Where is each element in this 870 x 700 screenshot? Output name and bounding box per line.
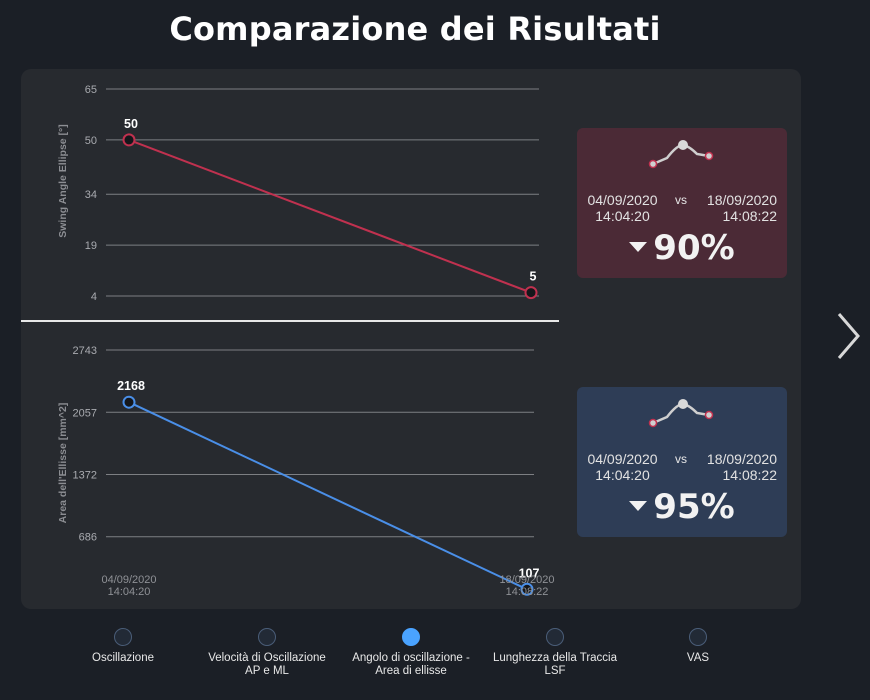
nav-item-angolo[interactable]: Angolo di oscillazione - Area di ellisse xyxy=(336,628,486,678)
x-tick-label: 14:04:20 xyxy=(108,586,151,598)
nav-dot[interactable] xyxy=(689,628,707,646)
nav-label: VAS xyxy=(686,652,710,664)
nav-item-lunghezza[interactable]: Lunghezza della Traccia LSF xyxy=(480,628,630,678)
caret-down-icon xyxy=(629,500,648,511)
data-point xyxy=(524,286,538,300)
nav-label: Oscillazione xyxy=(92,652,154,664)
card-time-start: 14:04:20 xyxy=(595,467,650,483)
comparison-card-angle: 04/09/2020 14:04:20 vs 18/09/2020 14:08:22… xyxy=(577,128,787,278)
chevron-right-icon[interactable] xyxy=(833,308,863,364)
card-percent: 90% xyxy=(577,228,787,268)
x-tick-label: 14:08:22 xyxy=(506,586,549,598)
y-tick-label: 50 xyxy=(85,135,97,147)
card-percent: 95% xyxy=(577,487,787,527)
nav-label: Velocità di Oscillazione xyxy=(208,652,326,664)
nav-label: Angolo di oscillazione - xyxy=(352,652,470,664)
trend-line-icon xyxy=(648,140,714,169)
nav-label: Lunghezza della Traccia xyxy=(492,652,618,664)
data-label: 5 xyxy=(530,270,537,284)
card-percent-value: 95% xyxy=(653,487,735,527)
y-tick-label: 65 xyxy=(85,84,97,96)
card-time-end: 14:08:22 xyxy=(722,208,778,224)
comparison-card-area: 04/09/2020 14:04:20 vs 18/09/2020 14:08:22… xyxy=(577,387,787,537)
x-tick-label: 04/09/2020 xyxy=(101,574,156,586)
y-tick-label: 686 xyxy=(79,532,97,544)
chart-ellipse-area: 2743 2057 1372 686 Area dell'Ellisse [mm^2] 2… xyxy=(57,345,555,598)
nav-item-vas[interactable]: VAS xyxy=(623,628,773,665)
series-line xyxy=(128,401,528,591)
card-vs: vs xyxy=(675,452,687,466)
nav-dot-active[interactable] xyxy=(402,628,420,646)
nav-label-2: Area di ellisse xyxy=(375,665,447,677)
data-label: 107 xyxy=(519,566,540,580)
card-date-start: 04/09/2020 xyxy=(587,451,658,467)
data-point xyxy=(122,133,136,147)
y-axis-label: Area dell'Ellisse [mm^2] xyxy=(57,403,69,524)
nav-item-velocita[interactable]: Velocità di Oscillazione AP e ML xyxy=(192,628,342,678)
trend-line-icon xyxy=(648,399,714,428)
nav-dot[interactable] xyxy=(258,628,276,646)
chart-swing-angle: 65 50 34 19 4 Swing Angle Ellipse [°] 50 5 xyxy=(57,84,539,303)
nav-item-oscillazione[interactable]: Oscillazione xyxy=(48,628,198,665)
caret-down-icon xyxy=(629,241,648,252)
card-date-start: 04/09/2020 xyxy=(587,192,658,208)
nav-label-2: LSF xyxy=(544,665,566,677)
card-date-end: 18/09/2020 xyxy=(706,192,777,208)
card-time-end: 14:08:22 xyxy=(722,467,778,483)
charts-svg: 65 50 34 19 4 Swing Angle Ellipse [°] 50 5 2743… xyxy=(21,84,559,598)
nav-dot[interactable] xyxy=(114,628,132,646)
page-title: Comparazione dei Risultati xyxy=(169,10,661,48)
card-percent-value: 90% xyxy=(653,228,735,268)
y-tick-label: 4 xyxy=(91,291,97,303)
y-tick-label: 2743 xyxy=(73,345,97,357)
data-label: 2168 xyxy=(117,379,145,393)
data-point xyxy=(520,582,534,596)
y-tick-label: 1372 xyxy=(73,469,97,481)
series-line xyxy=(128,138,532,294)
y-tick-label: 2057 xyxy=(73,407,97,419)
y-axis-label: Swing Angle Ellipse [°] xyxy=(57,124,69,238)
card-vs: vs xyxy=(675,193,687,207)
y-tick-label: 34 xyxy=(85,189,97,201)
nav-label-2: AP e ML xyxy=(245,665,289,677)
y-tick-label: 19 xyxy=(85,240,97,252)
card-time-start: 14:04:20 xyxy=(595,208,650,224)
data-point xyxy=(122,395,136,409)
card-date-end: 18/09/2020 xyxy=(706,451,777,467)
nav-dot[interactable] xyxy=(546,628,564,646)
x-tick-label: 18/09/2020 xyxy=(499,574,554,586)
data-label: 50 xyxy=(124,117,138,131)
